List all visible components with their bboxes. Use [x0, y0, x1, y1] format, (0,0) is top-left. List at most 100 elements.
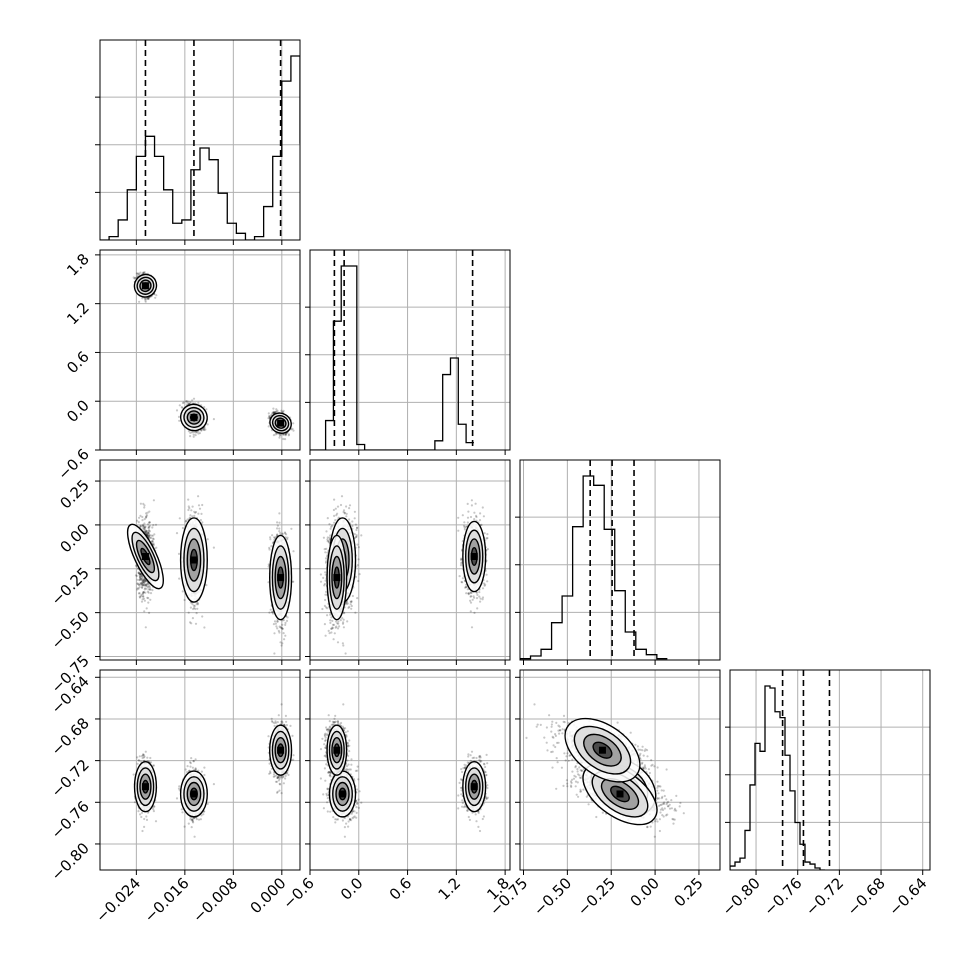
sample-point — [278, 625, 281, 628]
sample-point — [142, 580, 145, 583]
sample-point — [281, 410, 284, 414]
sample-point — [175, 532, 179, 535]
sample-point — [134, 574, 138, 577]
sample-point — [148, 533, 151, 537]
sample-point — [143, 522, 146, 525]
sample-point — [185, 400, 188, 403]
sample-point — [150, 534, 153, 537]
sample-point — [284, 433, 288, 436]
sample-point — [146, 596, 149, 599]
sample-point — [151, 534, 154, 537]
sample-point — [137, 571, 140, 575]
sample-point — [135, 272, 138, 275]
sample-point — [143, 578, 146, 581]
sample-point — [147, 582, 150, 586]
sample-point — [147, 531, 150, 535]
sample-point — [282, 409, 285, 412]
sample-point — [201, 503, 204, 507]
sample-point — [271, 610, 274, 614]
y-tick-label: 1.2 — [63, 299, 93, 329]
sample-point — [151, 526, 154, 529]
sample-point — [139, 582, 142, 585]
sample-point — [155, 294, 158, 297]
sample-point — [138, 576, 142, 579]
histogram-step — [100, 55, 300, 240]
histogram-panel-0 — [95, 39, 301, 245]
sample-point — [147, 526, 150, 530]
sample-point — [140, 582, 143, 585]
scatter-panel-1-0: −0.60.00.61.21.8 — [54, 249, 301, 484]
sample-point — [212, 418, 215, 421]
sample-point — [137, 587, 140, 590]
sample-point — [135, 574, 138, 578]
sample-point — [143, 588, 146, 591]
sample-point — [147, 535, 151, 538]
sample-point — [278, 436, 281, 439]
sample-point — [148, 521, 151, 524]
sample-point — [183, 598, 186, 602]
sample-point — [145, 515, 148, 518]
sample-point — [149, 598, 152, 601]
sample-point — [271, 612, 275, 615]
sample-point — [187, 508, 190, 512]
sample-point — [196, 603, 199, 606]
sample-point — [139, 572, 142, 576]
sample-point — [279, 433, 282, 436]
histogram-step — [520, 475, 668, 660]
histogram-panel-3: −0.80−0.76−0.72−0.68−0.64 — [719, 669, 931, 919]
sample-point — [275, 408, 278, 411]
sample-point — [151, 540, 154, 543]
panel-frame — [729, 669, 931, 871]
sample-point — [198, 432, 201, 435]
sample-point — [146, 511, 149, 514]
density-peak — [277, 419, 285, 427]
sample-point — [141, 297, 144, 300]
sample-point — [195, 431, 199, 434]
sample-point — [141, 578, 145, 581]
sample-point — [148, 611, 151, 615]
sample-point — [212, 546, 215, 549]
sample-point — [268, 415, 271, 418]
sample-point — [140, 593, 143, 597]
sample-point — [154, 523, 158, 526]
histogram-step — [730, 685, 825, 870]
sample-point — [267, 417, 270, 420]
sample-point — [272, 434, 275, 437]
sample-point — [189, 401, 192, 404]
sample-point — [144, 626, 147, 629]
sample-point — [275, 432, 279, 435]
density-peak — [141, 282, 149, 290]
sample-point — [143, 525, 146, 528]
sample-point — [142, 502, 145, 505]
sample-point — [144, 525, 147, 528]
sample-point — [143, 526, 146, 529]
sample-point — [140, 574, 143, 578]
sample-point — [148, 584, 151, 587]
sample-point — [147, 597, 150, 600]
sample-point — [191, 399, 194, 402]
sample-point — [139, 514, 142, 518]
sample-point — [145, 587, 148, 590]
sample-point — [141, 584, 144, 587]
sample-point — [138, 579, 141, 582]
sample-point — [282, 437, 285, 441]
sample-point — [146, 533, 149, 536]
sample-point — [192, 435, 195, 438]
sample-point — [272, 411, 275, 415]
sample-point — [142, 591, 146, 594]
sample-point — [279, 641, 282, 644]
sample-point — [152, 538, 155, 541]
sample-point — [138, 572, 141, 575]
sample-point — [145, 531, 148, 534]
sample-point — [141, 581, 144, 584]
sample-point — [145, 583, 148, 586]
sample-point — [148, 510, 151, 513]
sample-point — [276, 409, 279, 412]
sample-point — [284, 434, 287, 437]
sample-point — [197, 432, 200, 435]
sample-point — [147, 588, 150, 591]
x-tick-label: −0.76 — [760, 874, 805, 919]
sample-point — [155, 546, 158, 549]
sample-point — [147, 591, 150, 594]
sample-point — [282, 411, 285, 414]
